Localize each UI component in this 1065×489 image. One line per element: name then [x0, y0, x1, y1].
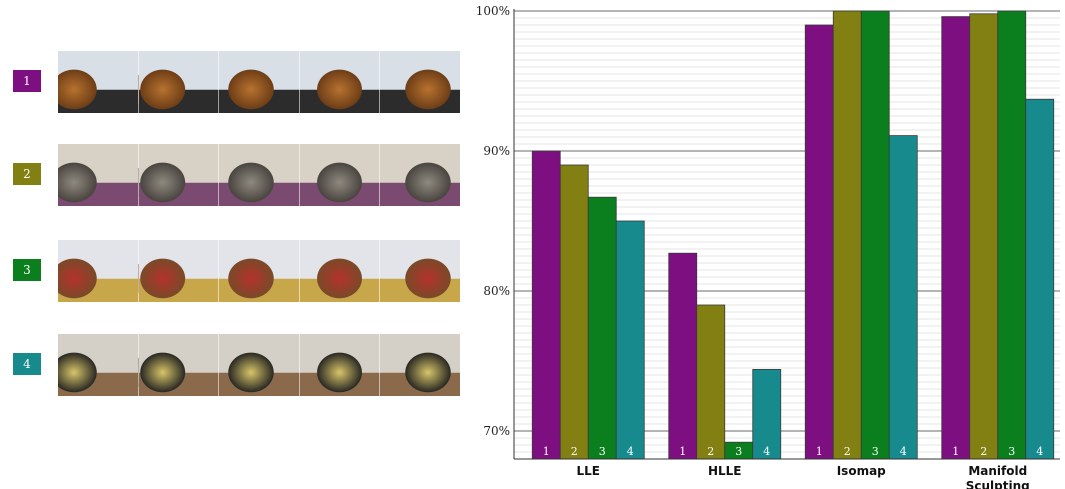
bar: [888, 135, 918, 460]
bar: [997, 10, 1027, 460]
legend-image-frame: [299, 240, 381, 302]
bar: [668, 252, 698, 460]
x-category-label: Sculpting: [966, 479, 1030, 489]
legend-image-frame: [58, 334, 139, 396]
bar: [804, 24, 834, 460]
bar-series-label: 3: [872, 445, 879, 458]
legend-image-frame: [138, 334, 220, 396]
legend-image-frame: [299, 334, 381, 396]
y-tick-label: 90%: [483, 144, 510, 158]
bar-series-label: 2: [571, 445, 578, 458]
legend-image-frame: [380, 334, 460, 396]
legend-image-frame: [219, 334, 300, 396]
bar-series-label: 2: [707, 445, 714, 458]
x-category-label: LLE: [577, 464, 601, 478]
bar-series-label: 4: [763, 445, 770, 458]
bar: [696, 304, 726, 460]
bar-chart: 1 2 3 4 1 2 3 4 1 2 3 4 1 2 3 4 70% 80% 90% 100% LLE HLLE Iso…: [476, 4, 1060, 489]
bar: [832, 10, 862, 460]
legend-image-frame: [380, 144, 460, 206]
legend-panel: 1 2 3 4: [0, 0, 470, 489]
legend-image-strip-2: [58, 144, 460, 206]
bar-series-label: 1: [952, 445, 959, 458]
axes: 70% 80% 90% 100% LLE HLLE Isomap ManifoldSculpt…: [476, 4, 1060, 489]
legend-image-strip-3: [58, 240, 460, 302]
bar: [587, 196, 617, 460]
legend-image-frame: [58, 144, 139, 206]
legend-image-frame: [138, 51, 220, 113]
y-tick-label: 80%: [483, 284, 510, 298]
bar: [531, 150, 561, 460]
bar: [860, 10, 890, 460]
bar: [559, 164, 589, 460]
legend-image-frame: [219, 240, 300, 302]
bar: [615, 220, 645, 460]
bar-series-label: 3: [1008, 445, 1015, 458]
legend-image-frame: [138, 240, 220, 302]
bar-series-label: 1: [816, 445, 823, 458]
legend-image-strip-4: [58, 334, 460, 396]
legend-swatch-1: 1: [13, 70, 41, 92]
legend-item-2: 2: [10, 144, 462, 206]
legend-swatch-2: 2: [13, 163, 41, 185]
y-tick-label: 100%: [476, 4, 510, 18]
legend-item-3: 3: [10, 240, 462, 302]
bar-series-label: 4: [900, 445, 907, 458]
bar-series-label: 3: [735, 445, 742, 458]
y-tick-label: 70%: [483, 424, 510, 438]
legend-item-1: 1: [10, 51, 462, 113]
bar: [941, 16, 971, 460]
bar: [969, 13, 999, 460]
legend-swatch-3: 3: [13, 259, 41, 281]
bar-series-label: 1: [679, 445, 686, 458]
bar-series-label: 1: [543, 445, 550, 458]
legend-image-frame: [138, 144, 220, 206]
legend-image-strip-1: [58, 51, 460, 113]
bar-series-label: 4: [627, 445, 634, 458]
bar: [1025, 98, 1055, 460]
x-category-label: Isomap: [837, 464, 886, 478]
x-category-label: Manifold: [968, 464, 1027, 478]
legend-image-frame: [299, 51, 381, 113]
bar-series-label: 2: [844, 445, 851, 458]
legend-image-frame: [58, 240, 139, 302]
legend-image-frame: [58, 51, 139, 113]
bar-series-label: 2: [980, 445, 987, 458]
bar-series-label: 4: [1036, 445, 1043, 458]
legend-swatch-4: 4: [13, 353, 41, 375]
x-category-label: HLLE: [708, 464, 742, 478]
legend-image-frame: [219, 51, 300, 113]
legend-image-frame: [380, 240, 460, 302]
legend-image-frame: [219, 144, 300, 206]
legend-image-frame: [380, 51, 460, 113]
legend-item-4: 4: [10, 334, 462, 396]
legend-image-frame: [299, 144, 381, 206]
bar-series-label: 3: [599, 445, 606, 458]
